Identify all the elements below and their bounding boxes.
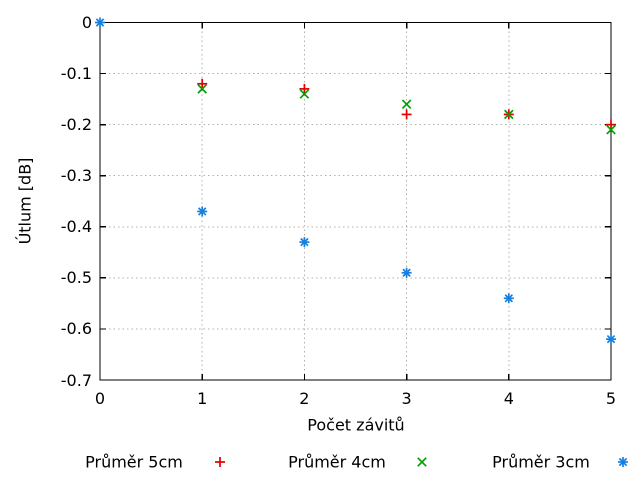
x-tick-label: 1 (197, 389, 208, 408)
y-tick-label: -0.7 (60, 370, 92, 390)
y-tick-label: 0 (81, 13, 92, 32)
y-tick-label: -0.4 (60, 217, 92, 237)
y-tick-label: -0.6 (60, 319, 92, 339)
legend-label-prumer-4cm: Průměr 4cm (288, 452, 386, 472)
x-axis-title: Počet závitů (307, 415, 405, 435)
y-tick-label: -0.2 (60, 115, 92, 135)
x-tick-label: 5 (605, 389, 617, 408)
cross-marker-icon (414, 454, 430, 470)
x-tick-label: 3 (401, 389, 412, 408)
x-tick-label: 0 (94, 389, 106, 408)
y-tick-label: -0.3 (60, 166, 92, 186)
y-tick-label: -0.5 (60, 268, 92, 288)
plus-marker-icon (212, 454, 228, 470)
x-tick-label: 4 (503, 389, 514, 408)
asterisk-marker-icon (615, 454, 631, 470)
legend-label-prumer-5cm: Průměr 5cm (85, 452, 183, 472)
x-tick-label: 2 (299, 389, 310, 408)
y-axis-title: Útlum [dB] (15, 157, 35, 245)
y-tick-label: -0.1 (60, 64, 92, 84)
legend-label-prumer-3cm: Průměr 3cm (492, 452, 590, 472)
